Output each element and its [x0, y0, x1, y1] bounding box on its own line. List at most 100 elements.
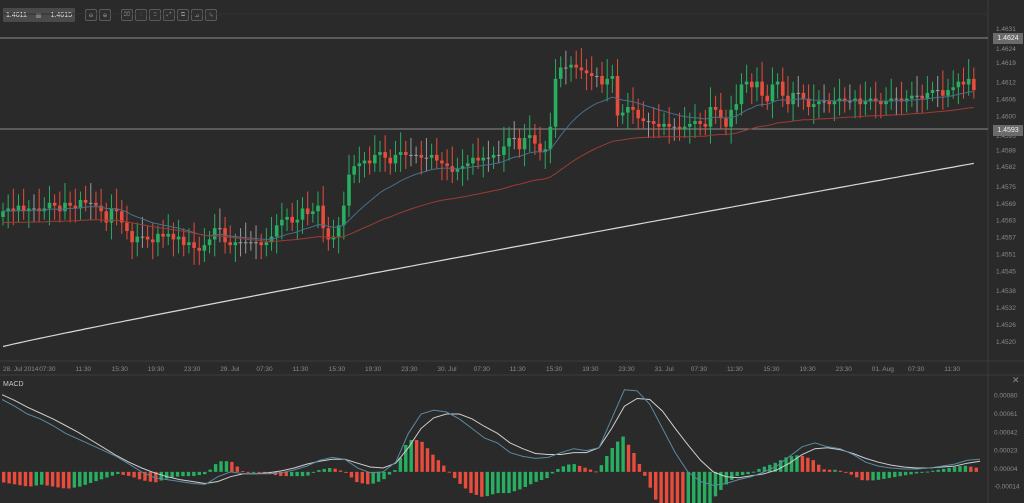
macd-histogram-bar [838, 470, 843, 472]
macd-histogram-bar [197, 471, 201, 476]
macd-histogram-bar [262, 471, 267, 474]
timeframe-button[interactable]: 30 [121, 9, 133, 21]
macd-histogram-bar [811, 460, 815, 472]
macd-axis-label: -0.00014 [994, 483, 1020, 490]
candle-body [873, 98, 878, 102]
bid-price: 1.4611 [6, 11, 27, 19]
macd-histogram-bar [599, 465, 604, 472]
candle-body [961, 81, 966, 85]
macd-histogram-bar [387, 471, 392, 475]
macd-histogram-bar [213, 464, 218, 472]
candle-body [739, 84, 744, 105]
candle-body [600, 76, 604, 85]
close-macd-icon[interactable]: ✕ [1012, 375, 1020, 385]
macd-histogram-bar [610, 447, 614, 472]
time-axis-label: 28. Jul 2014 [3, 366, 39, 373]
candle-body [589, 73, 594, 76]
macd-histogram-bar [284, 471, 288, 477]
candle-body [522, 138, 527, 150]
candle-body [171, 233, 176, 240]
macd-axis-label: 0.00061 [994, 411, 1018, 418]
objects-icon[interactable]: ⧉ [177, 9, 189, 21]
macd-histogram-bar [491, 471, 495, 495]
candle-body [295, 219, 300, 223]
candle-body [99, 205, 103, 212]
macd-histogram-bar [708, 471, 712, 503]
macd-histogram-bar [724, 471, 729, 485]
macd-histogram-bar [338, 470, 343, 472]
macd-histogram-bar [398, 457, 403, 472]
candle-body [352, 166, 356, 175]
zoom-in-icon[interactable]: ⊕ [99, 9, 111, 21]
macd-histogram-bar [78, 471, 82, 487]
candle-body [347, 174, 351, 206]
candle-body [63, 202, 67, 212]
macd-histogram-bar [893, 471, 897, 478]
candle-body [651, 121, 656, 124]
candle-body [88, 202, 93, 204]
candle-body [52, 202, 57, 206]
macd-histogram-bar [452, 471, 457, 479]
macd-histogram-bar [67, 471, 71, 489]
candle-body [780, 81, 785, 96]
indicators-icon[interactable]: ≡ [149, 9, 161, 21]
pencil-icon[interactable]: ✎ [205, 9, 217, 21]
macd-histogram-bar [909, 471, 913, 475]
candle-body [693, 121, 697, 124]
candle-body [264, 242, 269, 246]
chart-type-icon[interactable]: ⫶ [135, 9, 147, 21]
time-axis-label: 07:30 [691, 366, 708, 373]
candle-body [972, 78, 976, 91]
macd-histogram-bar [545, 471, 549, 479]
candle-body [682, 126, 687, 130]
macd-histogram-bar [463, 471, 468, 489]
macd-histogram-bar [876, 471, 881, 480]
candle-body [460, 166, 465, 169]
macd-histogram-bar [518, 471, 522, 490]
candle-body [445, 163, 449, 167]
macd-histogram-bar [637, 463, 642, 472]
candle-body [202, 245, 207, 251]
candle-body [362, 160, 367, 164]
candle-body [254, 242, 258, 244]
candle-body [434, 154, 439, 161]
macd-histogram-bar [681, 471, 685, 503]
candle-body [419, 154, 424, 158]
macd-histogram-bar [534, 471, 538, 482]
macd-histogram-bar [817, 464, 821, 472]
candle-body [899, 98, 904, 102]
macd-histogram-bar [143, 471, 147, 481]
candle-body [109, 208, 114, 223]
candle-body [114, 208, 119, 212]
studies-icon[interactable]: ⊿ [191, 9, 203, 21]
candle-body [853, 98, 857, 102]
candle-body [626, 107, 630, 113]
macd-histogram-bar [235, 466, 240, 472]
zoom-out-icon[interactable]: ⊖ [85, 9, 97, 21]
macd-histogram-bar [778, 460, 783, 472]
time-axis-label: 07:30 [908, 366, 925, 373]
candle-body [1, 211, 5, 217]
candle-body [119, 211, 124, 223]
macd-histogram-bar [958, 466, 962, 472]
macd-histogram-bar [844, 471, 848, 473]
macd-histogram-bar [572, 464, 576, 472]
price-axis-label: 1.4569 [996, 201, 1016, 208]
candle-body [956, 81, 961, 88]
candle-body [27, 208, 31, 212]
time-axis-label: 15:30 [546, 366, 563, 373]
candle-body [915, 95, 919, 97]
candle-body [166, 233, 171, 237]
macd-histogram-bar [442, 465, 446, 472]
macd-histogram-bar [936, 469, 940, 472]
macd-histogram-bar [355, 471, 359, 483]
macd-histogram-bar [126, 471, 131, 476]
candle-body [610, 76, 615, 79]
macd-histogram-bar [664, 471, 669, 503]
macd-histogram-bar [692, 471, 696, 503]
time-axis-label: 07:30 [474, 366, 491, 373]
candle-body [615, 76, 620, 116]
candle-body [388, 157, 393, 164]
